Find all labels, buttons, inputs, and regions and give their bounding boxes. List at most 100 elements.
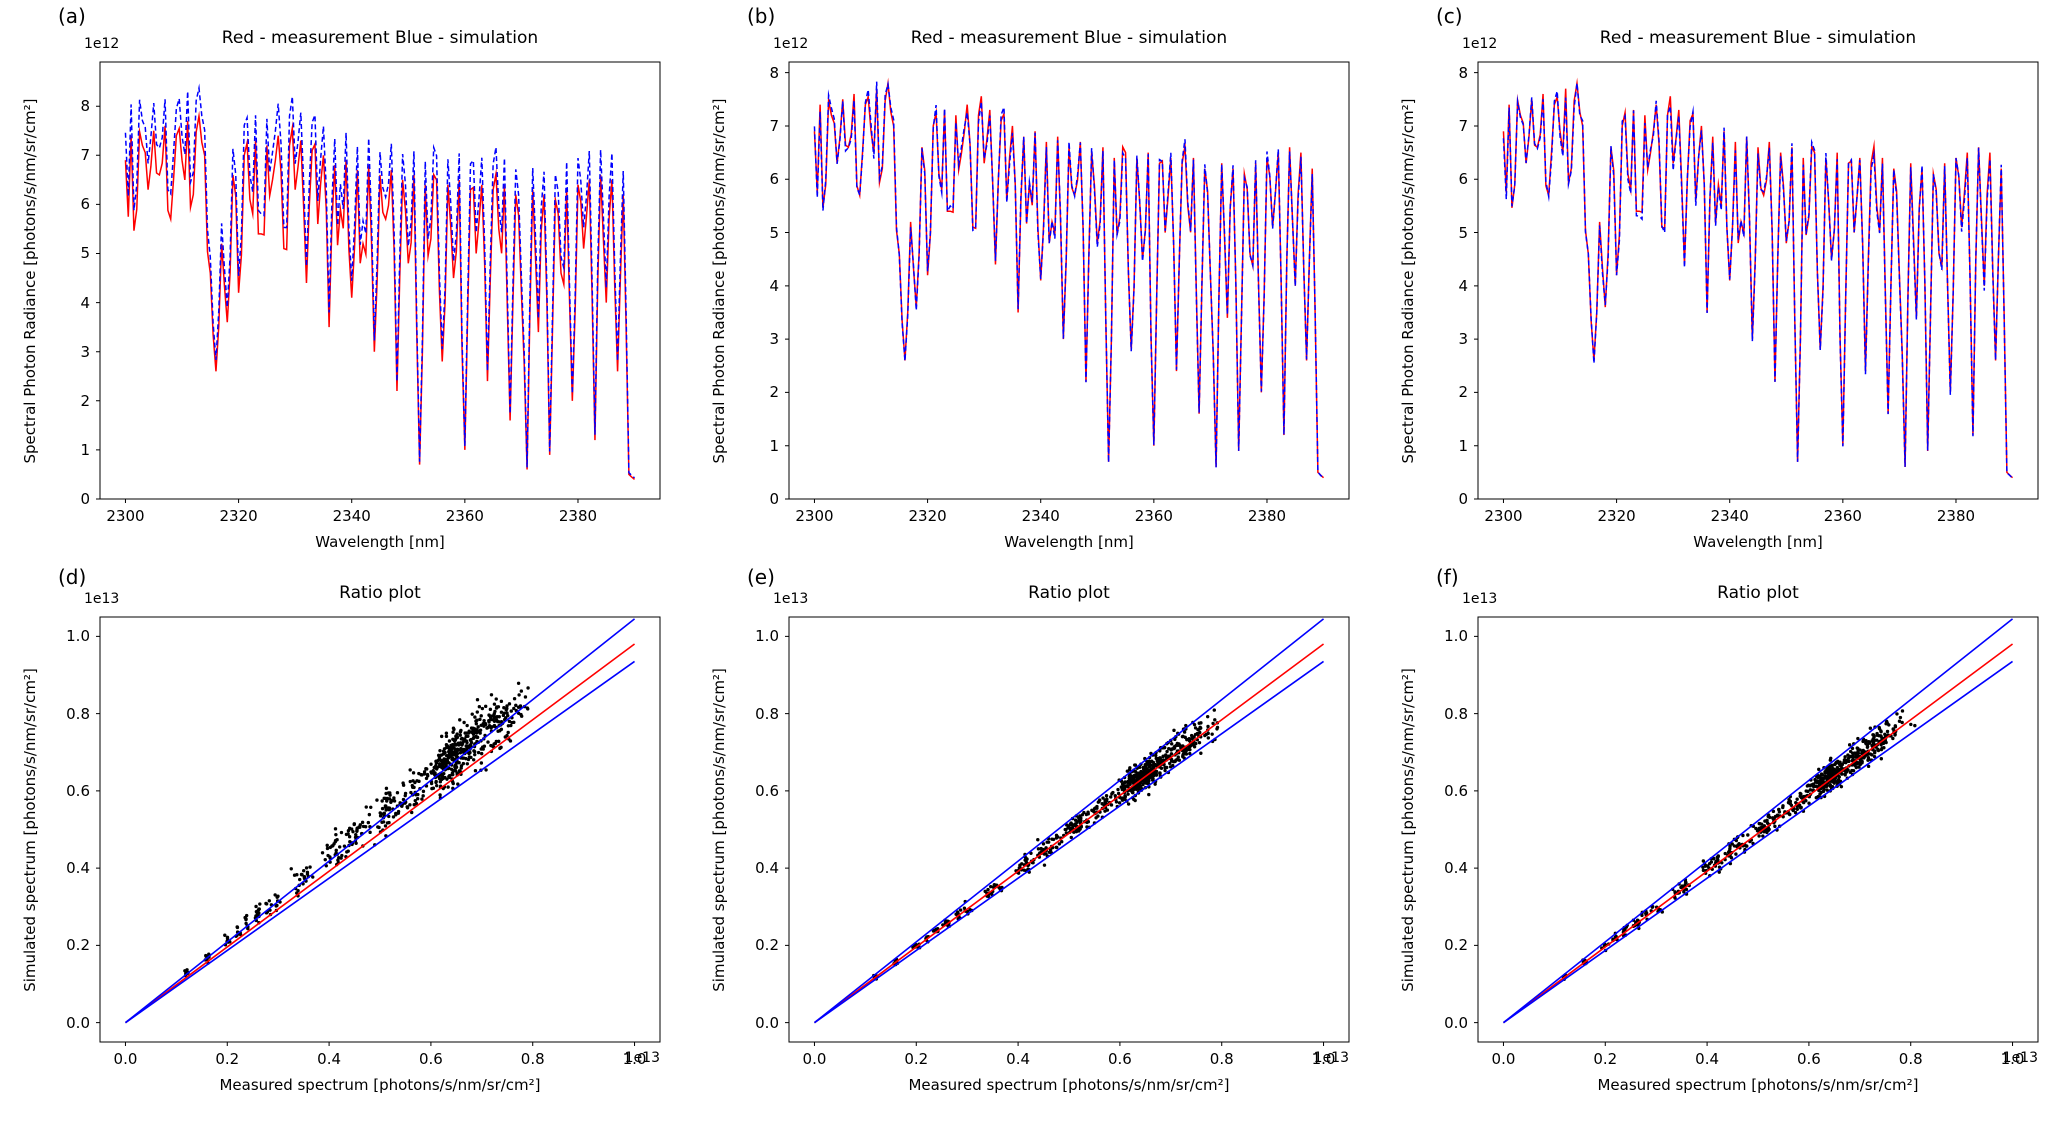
x-tick-label: 0.0 <box>802 1050 827 1068</box>
y-axis-label: Simulated spectrum [photons/s/nm/sr/cm²] <box>1399 667 1417 992</box>
subplot-d: (d) Ratio plot 1e13 1e13 Simulated spect… <box>0 565 689 1130</box>
y-tick-label: 4 <box>80 293 90 312</box>
x-tick-label: 2340 <box>1021 507 1060 525</box>
y-tick-label: 1 <box>1458 436 1468 455</box>
panel-letter-a: (a) <box>58 4 86 28</box>
panel-letter-b: (b) <box>747 4 776 28</box>
plot-title: Ratio plot <box>339 583 421 603</box>
x-axis-label: Measured spectrum [photons/s/nm/sr/cm²] <box>219 1076 541 1094</box>
x-tick-label: 2340 <box>332 507 371 525</box>
x-tick-label: 0.2 <box>904 1050 929 1068</box>
y-tick-label: 0.8 <box>1444 704 1468 723</box>
y-tick-label: 7 <box>769 116 779 135</box>
y-tick-label: 5 <box>769 223 779 242</box>
subplot-a: (a) Red - measurement Blue - simulation … <box>0 0 689 565</box>
plot-canvas-b <box>781 54 1357 507</box>
panel-letter-e: (e) <box>747 565 775 589</box>
plot-canvas-f <box>1470 609 2046 1050</box>
x-tick-label: 2380 <box>558 507 598 525</box>
y-tick-label: 0.6 <box>755 781 779 800</box>
x-tick-label: 0.4 <box>1006 1050 1031 1068</box>
x-axis-offset-label: 1e13 <box>1313 1050 1349 1066</box>
y-axis-offset-label: 1e13 <box>773 591 809 607</box>
x-tick-label: 2320 <box>1597 507 1636 525</box>
y-axis-offset-label: 1e13 <box>84 591 120 607</box>
y-axis-label: Spectral Photon Radiance [photons/s/nm/s… <box>1399 98 1417 463</box>
subplot-f: (f) Ratio plot 1e13 1e13 Simulated spect… <box>1378 565 2067 1130</box>
x-tick-label: 2320 <box>219 507 258 525</box>
y-tick-label: 0.6 <box>66 781 90 800</box>
y-tick-label: 0.8 <box>66 704 90 723</box>
y-tick-label: 6 <box>769 170 779 189</box>
y-axis-offset-label: 1e12 <box>1462 36 1498 52</box>
plot-title: Ratio plot <box>1717 583 1799 603</box>
plot-title: Ratio plot <box>1028 583 1110 603</box>
x-tick-label: 0.6 <box>1107 1050 1132 1068</box>
plot-title: Red - measurement Blue - simulation <box>910 28 1228 48</box>
y-axis-label: Spectral Photon Radiance [photons/s/nm/s… <box>21 98 39 463</box>
x-tick-label: 0.2 <box>1593 1050 1618 1068</box>
plot-title: Red - measurement Blue - simulation <box>1599 28 1917 48</box>
y-tick-label: 0.8 <box>755 704 779 723</box>
y-tick-label: 0.4 <box>66 859 90 878</box>
y-axis-offset-label: 1e12 <box>773 36 809 52</box>
x-tick-label: 2360 <box>445 507 484 525</box>
x-tick-label: 0.8 <box>1209 1050 1234 1068</box>
x-tick-label: 0.0 <box>1491 1050 1516 1068</box>
y-tick-label: 0.6 <box>1444 781 1468 800</box>
y-axis-label: Simulated spectrum [photons/s/nm/sr/cm²] <box>710 667 728 992</box>
y-tick-label: 1 <box>80 440 90 459</box>
x-tick-label: 2360 <box>1823 507 1862 525</box>
y-tick-label: 0.4 <box>1444 859 1468 878</box>
x-tick-label: 0.2 <box>215 1050 240 1068</box>
y-axis-label: Simulated spectrum [photons/s/nm/sr/cm²] <box>21 667 39 992</box>
y-tick-label: 2 <box>1458 383 1468 402</box>
y-tick-label: 5 <box>80 244 90 263</box>
x-tick-label: 0.6 <box>418 1050 443 1068</box>
y-tick-label: 0.0 <box>66 1013 90 1032</box>
y-tick-label: 5 <box>1458 223 1468 242</box>
y-axis-label: Spectral Photon Radiance [photons/s/nm/s… <box>710 98 728 463</box>
plot-canvas-a <box>92 54 668 507</box>
y-tick-label: 3 <box>80 342 90 361</box>
subplot-b: (b) Red - measurement Blue - simulation … <box>689 0 1378 565</box>
x-axis-label: Measured spectrum [photons/s/nm/sr/cm²] <box>1597 1076 1919 1094</box>
y-tick-label: 0.2 <box>66 936 90 955</box>
y-tick-label: 7 <box>1458 116 1468 135</box>
x-tick-label: 1.0 <box>2000 1050 2025 1068</box>
y-tick-label: 0 <box>80 490 90 508</box>
panel-letter-d: (d) <box>58 565 87 589</box>
y-tick-label: 0.0 <box>755 1013 779 1032</box>
y-tick-label: 6 <box>80 195 90 214</box>
y-tick-label: 1.0 <box>66 627 90 646</box>
plot-canvas-d <box>92 609 668 1050</box>
y-tick-label: 6 <box>1458 170 1468 189</box>
y-tick-label: 8 <box>80 97 90 116</box>
x-tick-label: 2300 <box>1484 507 1523 525</box>
x-tick-label: 0.0 <box>113 1050 138 1068</box>
x-axis-label: Wavelength [nm] <box>1004 533 1134 551</box>
x-tick-label: 2380 <box>1936 507 1976 525</box>
y-tick-label: 7 <box>80 146 90 165</box>
x-axis-offset-label: 1e13 <box>624 1050 660 1066</box>
panel-letter-c: (c) <box>1436 4 1463 28</box>
y-tick-label: 1.0 <box>1444 627 1468 646</box>
x-tick-label: 2320 <box>908 507 947 525</box>
x-tick-label: 2300 <box>795 507 834 525</box>
x-tick-label: 2300 <box>106 507 145 525</box>
x-tick-label: 2380 <box>1247 507 1287 525</box>
x-axis-label: Measured spectrum [photons/s/nm/sr/cm²] <box>908 1076 1230 1094</box>
x-tick-label: 0.6 <box>1796 1050 1821 1068</box>
y-tick-label: 3 <box>769 330 779 349</box>
y-axis-offset-label: 1e12 <box>84 36 120 52</box>
subplot-e: (e) Ratio plot 1e13 1e13 Simulated spect… <box>689 565 1378 1130</box>
x-tick-label: 1.0 <box>622 1050 647 1068</box>
x-tick-label: 0.4 <box>1695 1050 1720 1068</box>
y-tick-label: 0.4 <box>755 859 779 878</box>
panel-letter-f: (f) <box>1436 565 1459 589</box>
y-tick-label: 0.0 <box>1444 1013 1468 1032</box>
y-tick-label: 8 <box>769 63 779 82</box>
y-tick-label: 4 <box>1458 276 1468 295</box>
x-tick-label: 1.0 <box>1311 1050 1336 1068</box>
